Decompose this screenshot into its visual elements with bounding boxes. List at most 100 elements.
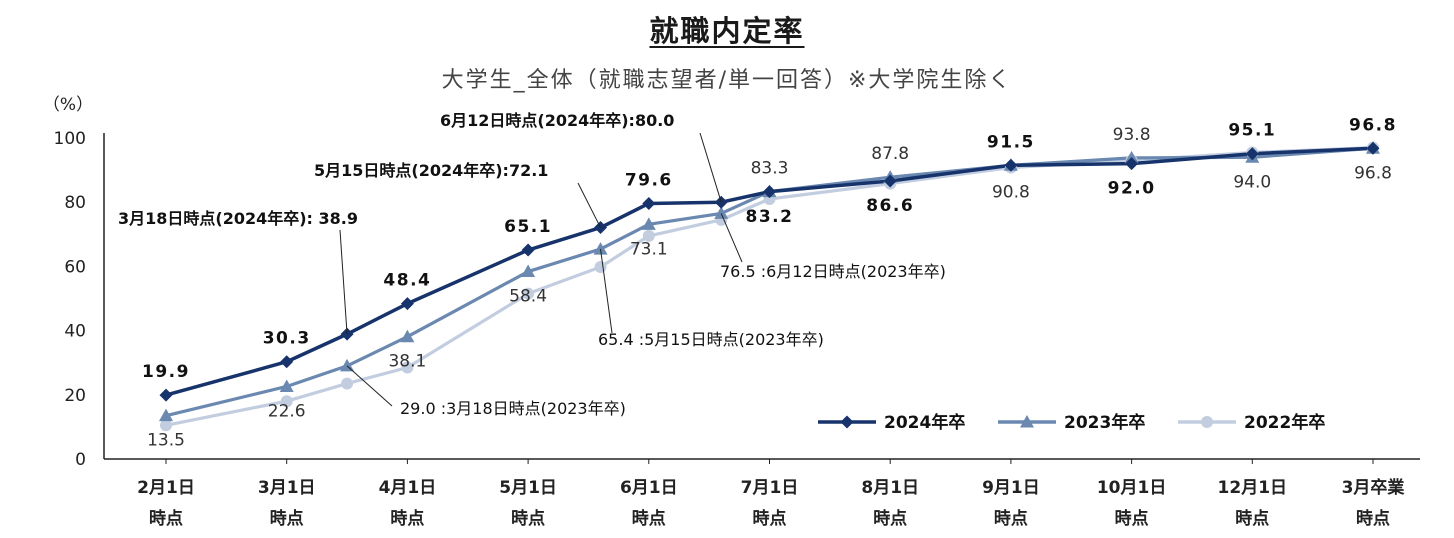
x-tick-label-sub: 時点 bbox=[511, 508, 545, 529]
chart-data-labels: 19.9 30.3 48.4 65.1 79.6 86.6 91.5 92.0 95.1 96.8… bbox=[142, 115, 1397, 451]
x-tick-label-sub: 時点 bbox=[632, 508, 666, 529]
data-label: 79.6 bbox=[625, 170, 673, 190]
data-point-marker bbox=[1124, 150, 1139, 164]
chart-title: 就職内定率 bbox=[0, 8, 1454, 50]
callout-label: 6月12日時点(2024年卒):80.0 bbox=[440, 111, 674, 130]
data-label: 58.4 bbox=[509, 287, 547, 307]
data-point-marker bbox=[1366, 141, 1380, 155]
data-label: 48.4 bbox=[383, 271, 431, 291]
data-point-marker bbox=[341, 377, 354, 390]
x-tick-label: 3月卒業 bbox=[1342, 477, 1405, 498]
series-line bbox=[165, 146, 1374, 418]
data-label: 86.6 bbox=[866, 196, 914, 216]
data-label: 92.0 bbox=[1108, 179, 1156, 199]
chart-callouts: 3月18日時点(2024年卒): 38.9 5月15日時点(2024年卒):72.… bbox=[118, 111, 946, 418]
data-point-marker bbox=[1245, 147, 1259, 161]
data-point-marker bbox=[340, 358, 355, 372]
x-tick-label: 10月1日 bbox=[1097, 478, 1167, 498]
y-tick-label: 0 bbox=[75, 450, 86, 470]
data-label: 94.0 bbox=[1233, 172, 1271, 192]
data-label: 38.1 bbox=[388, 352, 426, 372]
data-label: 65.1 bbox=[504, 217, 552, 237]
legend-label: 2024年卒 bbox=[884, 412, 965, 433]
data-point-marker bbox=[160, 419, 172, 432]
chart-markers bbox=[159, 141, 1380, 432]
data-point-marker bbox=[159, 408, 173, 422]
x-tick-label: 8月1日 bbox=[861, 478, 919, 498]
x-tick-label: 12月1日 bbox=[1218, 478, 1288, 498]
data-label: 96.8 bbox=[1349, 115, 1397, 135]
x-tick-label: 7月1日 bbox=[741, 478, 799, 498]
data-label: 73.1 bbox=[630, 239, 668, 259]
data-point-marker bbox=[883, 174, 897, 188]
legend-swatch-marker bbox=[840, 415, 854, 429]
legend-label: 2022年卒 bbox=[1244, 412, 1325, 433]
data-point-marker bbox=[714, 206, 729, 219]
callout-leader-line bbox=[346, 365, 393, 407]
x-tick-label-sub: 時点 bbox=[270, 508, 304, 529]
x-tick-label-sub: 時点 bbox=[873, 508, 907, 529]
data-label: 83.2 bbox=[746, 207, 794, 227]
callout-leader-line bbox=[720, 213, 743, 263]
x-tick-label: 2月1日 bbox=[137, 478, 195, 498]
x-tick-label-sub: 時点 bbox=[994, 508, 1028, 529]
y-tick-label: 60 bbox=[64, 257, 86, 277]
data-label: 30.3 bbox=[263, 329, 311, 349]
data-point-marker bbox=[401, 361, 414, 374]
data-point-marker bbox=[642, 229, 655, 242]
series-line bbox=[165, 146, 1374, 397]
data-point-marker bbox=[641, 217, 656, 230]
data-point-marker bbox=[1125, 157, 1139, 171]
data-point-marker bbox=[400, 297, 414, 311]
data-point-marker bbox=[280, 355, 294, 369]
data-point-marker bbox=[521, 264, 536, 278]
data-label: 19.9 bbox=[142, 362, 190, 382]
y-axis-unit-label: （%） bbox=[43, 95, 93, 115]
callout-leader-line bbox=[699, 132, 722, 203]
data-label: 93.8 bbox=[1113, 125, 1151, 145]
y-tick-label: 40 bbox=[64, 322, 86, 342]
x-tick-label-sub: 時点 bbox=[753, 508, 787, 529]
data-label: 13.5 bbox=[147, 431, 185, 451]
x-tick-label: 4月1日 bbox=[379, 478, 437, 498]
x-tick-label-sub: 時点 bbox=[1235, 508, 1269, 529]
data-label: 90.8 bbox=[992, 183, 1030, 203]
callout-label: 76.5 :6月12日時点(2023年卒) bbox=[720, 262, 946, 281]
y-tick-label: 80 bbox=[64, 193, 86, 213]
data-label: 95.1 bbox=[1228, 121, 1276, 141]
data-label: 91.5 bbox=[987, 132, 1035, 152]
callout-label: 29.0 :3月18日時点(2023年卒) bbox=[400, 399, 626, 418]
x-tick-label: 9月1日 bbox=[982, 478, 1040, 498]
data-point-marker bbox=[1004, 158, 1018, 172]
x-tick-label-sub: 時点 bbox=[149, 508, 183, 529]
data-point-marker bbox=[522, 287, 535, 300]
legend-label: 2023年卒 bbox=[1064, 412, 1145, 433]
x-tick-label: 6月1日 bbox=[620, 478, 678, 498]
chart-lines bbox=[165, 146, 1374, 427]
data-point-marker bbox=[594, 261, 607, 274]
data-point-marker bbox=[279, 379, 294, 392]
x-tick-label: 3月1日 bbox=[258, 478, 316, 498]
chart-title-text: 就職内定率 bbox=[649, 14, 805, 48]
x-tick-label: 5月1日 bbox=[499, 478, 557, 498]
data-point-marker bbox=[400, 329, 415, 343]
y-tick-label: 100 bbox=[54, 129, 86, 149]
legend-swatch-marker bbox=[1201, 416, 1213, 428]
chart-legend: 2024年卒 2023年卒 2022年卒 bbox=[818, 412, 1325, 433]
data-label: 96.8 bbox=[1354, 163, 1392, 183]
data-point-marker bbox=[159, 388, 173, 402]
data-label: 83.3 bbox=[751, 159, 789, 179]
callout-leader-line bbox=[577, 182, 601, 228]
series-line bbox=[165, 146, 1374, 427]
callout-label: 3月18日時点(2024年卒): 38.9 bbox=[118, 209, 358, 228]
data-point-marker bbox=[642, 196, 656, 210]
data-point-marker bbox=[763, 185, 776, 199]
chart-subtitle: 大学生_全体（就職志望者/単一回答）※大学院生除く bbox=[441, 68, 1013, 93]
legend-swatch-marker bbox=[1020, 415, 1034, 428]
data-point-marker bbox=[521, 243, 535, 257]
y-tick-label: 20 bbox=[64, 386, 86, 406]
callout-leader-line bbox=[339, 229, 348, 335]
x-tick-label-sub: 時点 bbox=[1115, 508, 1149, 529]
data-point-marker bbox=[280, 395, 293, 408]
